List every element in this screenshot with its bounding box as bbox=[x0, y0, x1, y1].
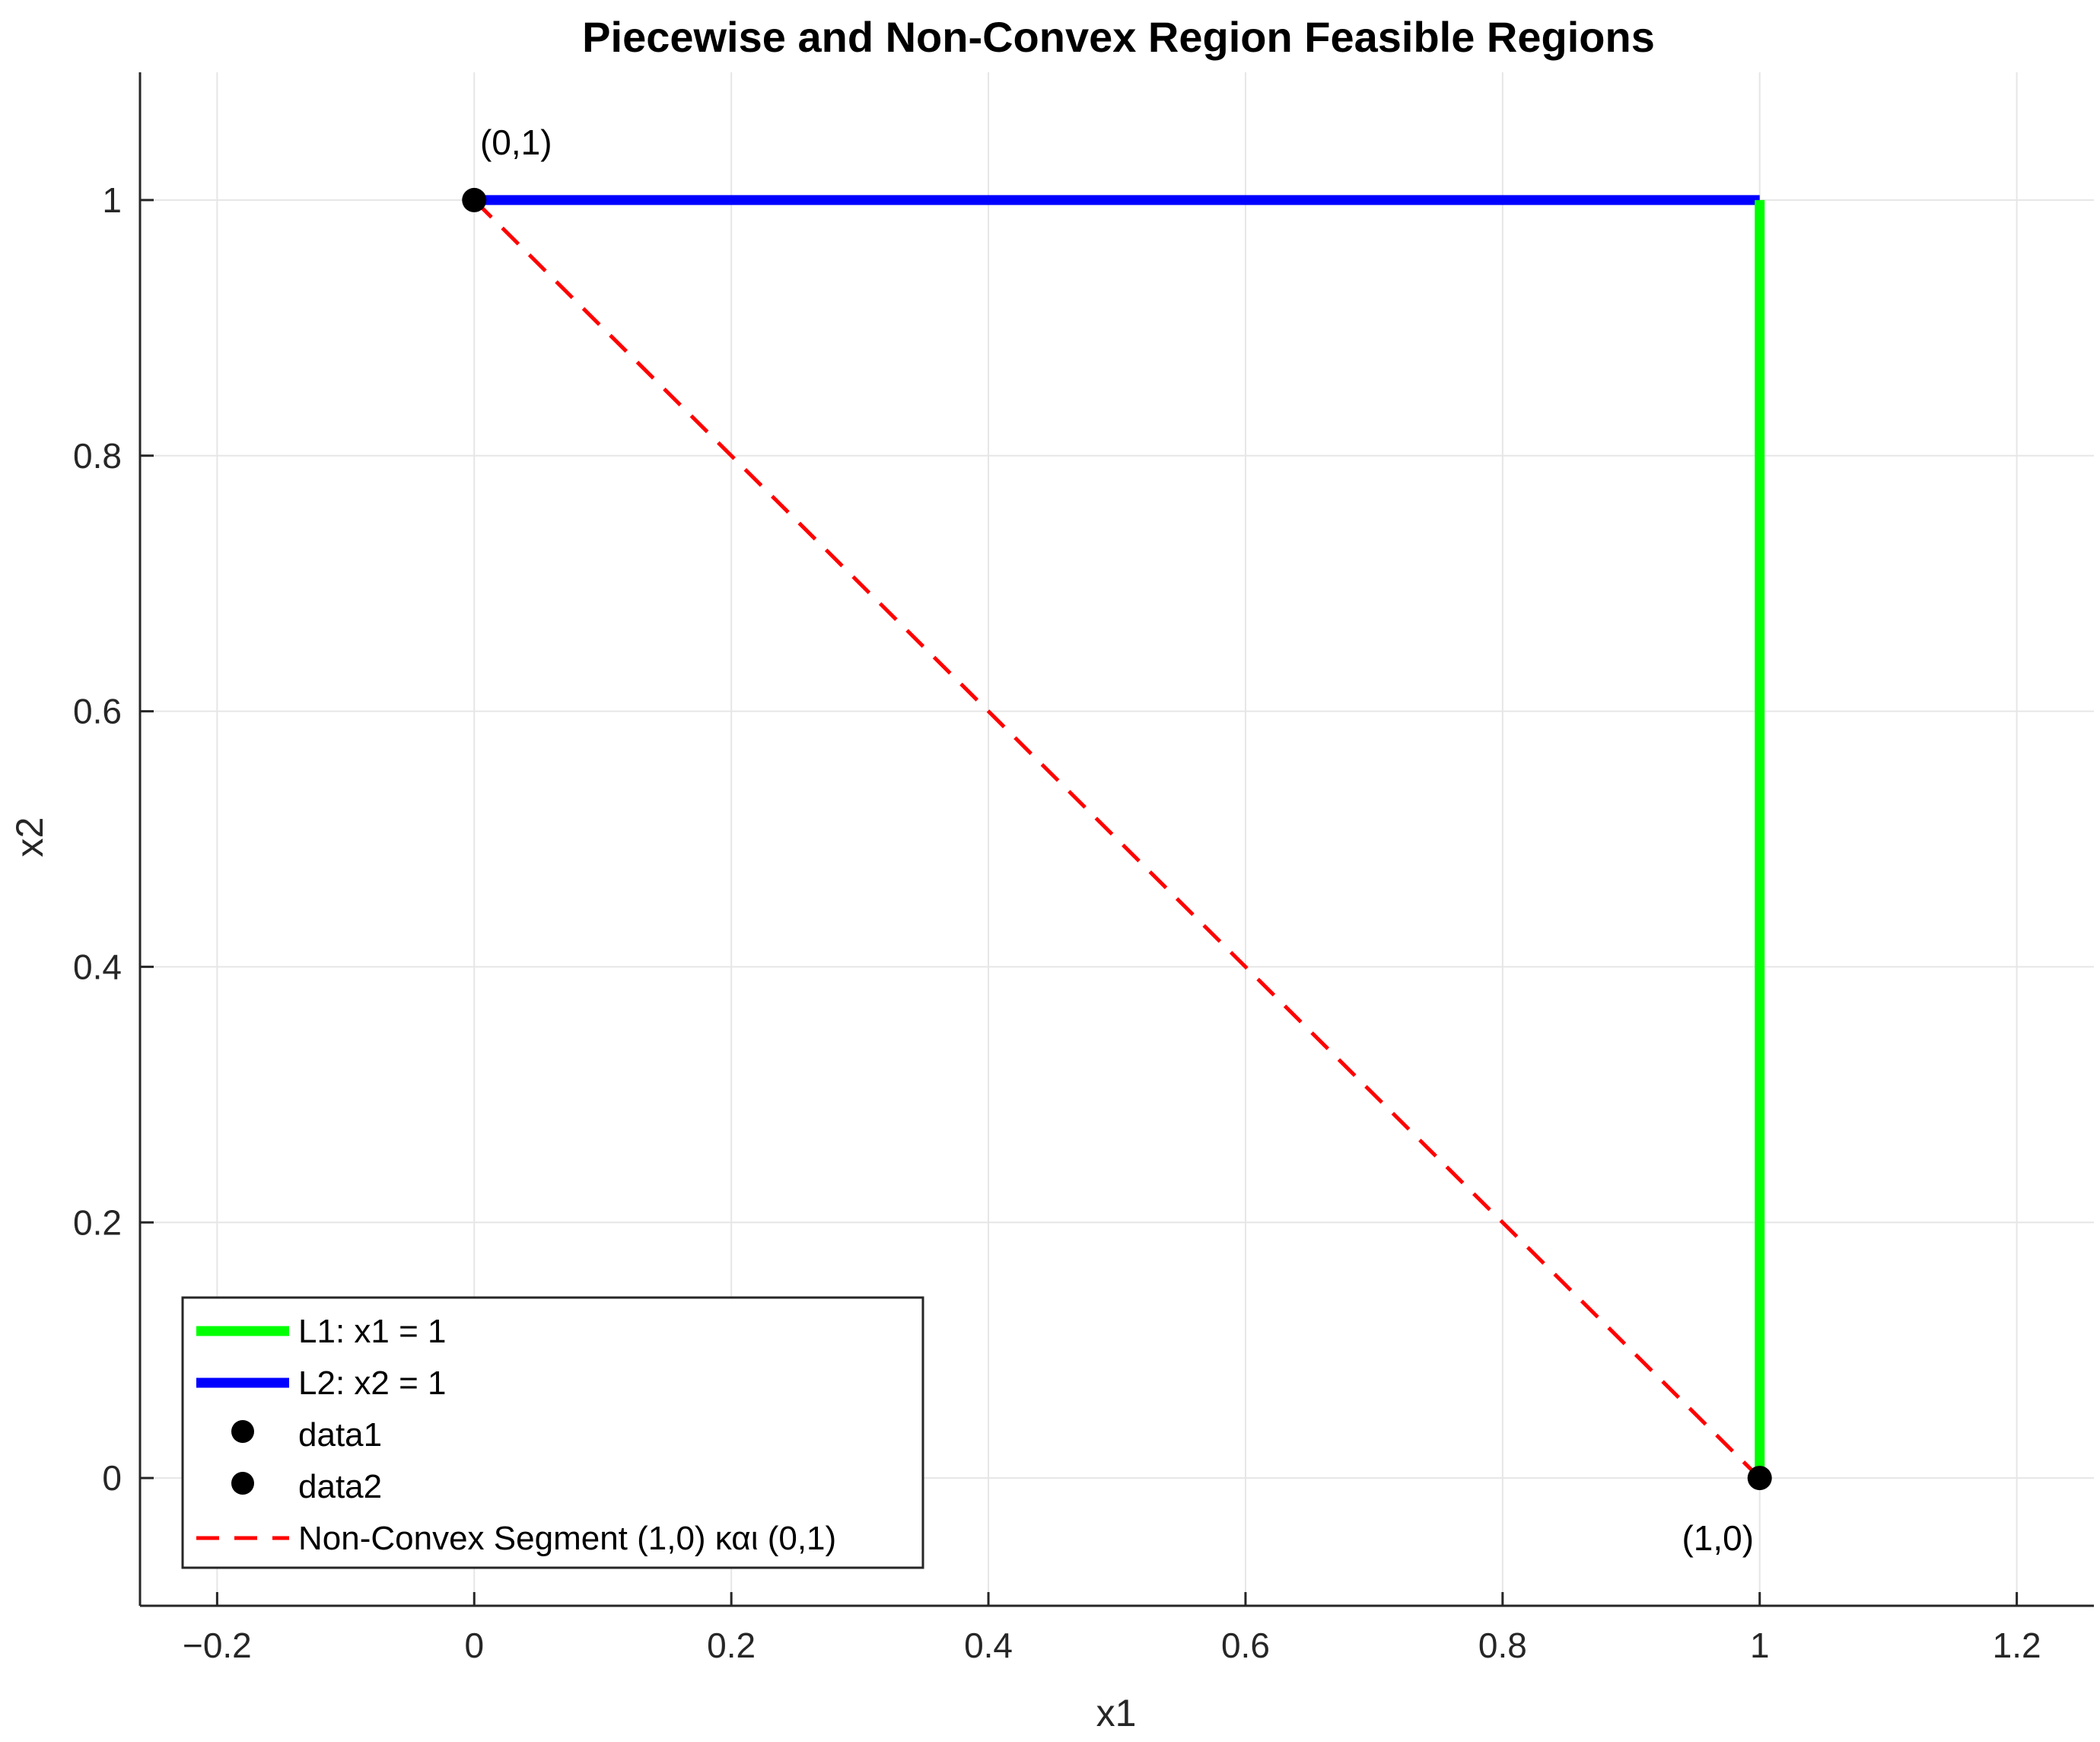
x-axis-label: x1 bbox=[1096, 1692, 1137, 1734]
x-tick-label: 0.2 bbox=[707, 1626, 756, 1665]
x-tick-label: 1 bbox=[1750, 1626, 1770, 1665]
axes bbox=[138, 72, 2094, 1607]
x-tick-label: 0.6 bbox=[1221, 1626, 1270, 1665]
x-tick-label: 0 bbox=[464, 1626, 484, 1665]
data-point bbox=[462, 187, 487, 212]
y-axis-ticks: 0 0.2 0.4 0.6 0.8 1 bbox=[73, 180, 154, 1498]
y-tick-label: 0 bbox=[102, 1458, 122, 1498]
y-tick-label: 1 bbox=[102, 180, 122, 220]
plot-area: (0,1) (1,0) bbox=[462, 123, 1772, 1558]
legend: L1: x1 = 1 L2: x2 = 1 data1 data2 Non-Convex… bbox=[181, 1296, 924, 1569]
x-tick-label: 0.8 bbox=[1478, 1626, 1527, 1665]
x-tick-label: 1.2 bbox=[1993, 1626, 2041, 1665]
y-tick-label: 0.4 bbox=[73, 947, 122, 986]
legend-box bbox=[181, 1296, 924, 1569]
y-tick-label: 0.6 bbox=[73, 692, 122, 731]
chart-title: Piecewise and Non-Convex Region Feasible… bbox=[582, 13, 1655, 61]
legend-label: data1 bbox=[298, 1416, 382, 1454]
point-annotation: (0,1) bbox=[480, 123, 552, 162]
x-tick-label: −0.2 bbox=[183, 1626, 252, 1665]
legend-label: data2 bbox=[298, 1468, 382, 1505]
legend-label: L2: x2 = 1 bbox=[298, 1365, 446, 1402]
legend-label: L1: x1 = 1 bbox=[298, 1313, 446, 1350]
data-point bbox=[1747, 1466, 1772, 1491]
point-annotation: (1,0) bbox=[1682, 1518, 1754, 1558]
legend-marker bbox=[231, 1420, 254, 1443]
legend-label: Non-Convex Segment (1,0) και (0,1) bbox=[298, 1520, 836, 1557]
y-tick-label: 0.2 bbox=[73, 1202, 122, 1242]
legend-marker bbox=[231, 1472, 254, 1495]
y-axis-label: x2 bbox=[8, 817, 51, 858]
y-tick-label: 0.8 bbox=[73, 436, 122, 476]
x-tick-label: 0.4 bbox=[964, 1626, 1013, 1665]
x-axis-ticks: −0.2 0 0.2 0.4 0.6 0.8 1 1.2 bbox=[183, 1592, 2041, 1665]
